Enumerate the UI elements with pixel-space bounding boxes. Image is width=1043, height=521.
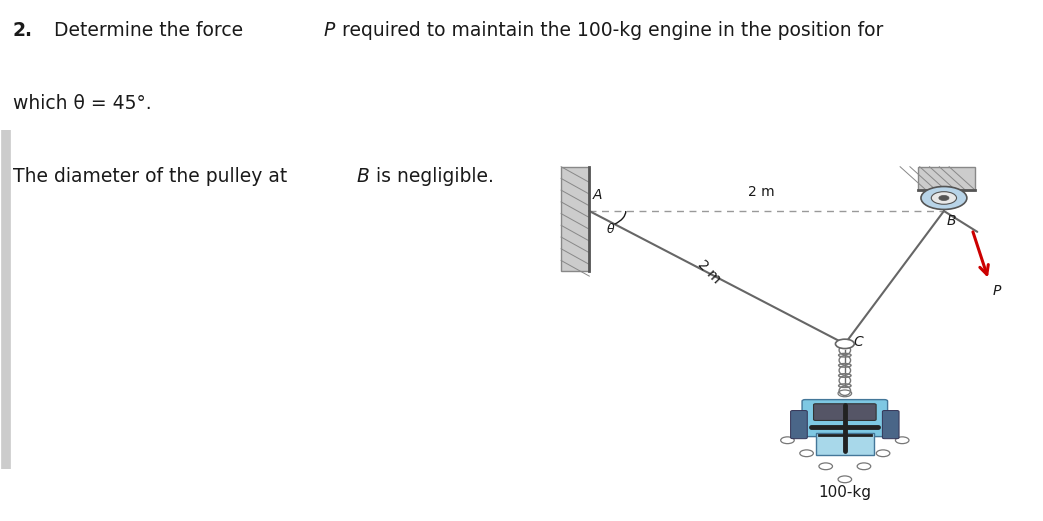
Text: C: C [853,335,863,349]
Text: 2 m: 2 m [695,257,724,287]
Circle shape [931,192,956,204]
Text: is negligible.: is negligible. [370,167,494,185]
Text: The diameter of the pulley at: The diameter of the pulley at [13,167,293,185]
Bar [918,167,975,190]
Text: P: P [323,21,335,40]
FancyBboxPatch shape [791,411,807,439]
Bar [561,167,589,271]
FancyBboxPatch shape [816,433,874,455]
Circle shape [921,187,967,209]
Text: θ: θ [607,223,614,236]
Text: A: A [592,188,602,202]
Text: B: B [357,167,369,185]
Text: P: P [993,284,1001,298]
Text: Determine the force: Determine the force [54,21,249,40]
Text: 2 m: 2 m [748,185,775,199]
Circle shape [835,339,854,349]
Text: 100-kg: 100-kg [819,485,871,500]
Text: required to maintain the 100-kg engine in the position for: required to maintain the 100-kg engine i… [336,21,883,40]
Text: which θ = 45°.: which θ = 45°. [13,94,151,113]
FancyBboxPatch shape [802,400,888,437]
FancyBboxPatch shape [882,411,899,439]
Circle shape [939,195,949,201]
FancyBboxPatch shape [814,404,876,420]
Text: 2.: 2. [13,21,32,40]
Text: B: B [947,214,956,228]
